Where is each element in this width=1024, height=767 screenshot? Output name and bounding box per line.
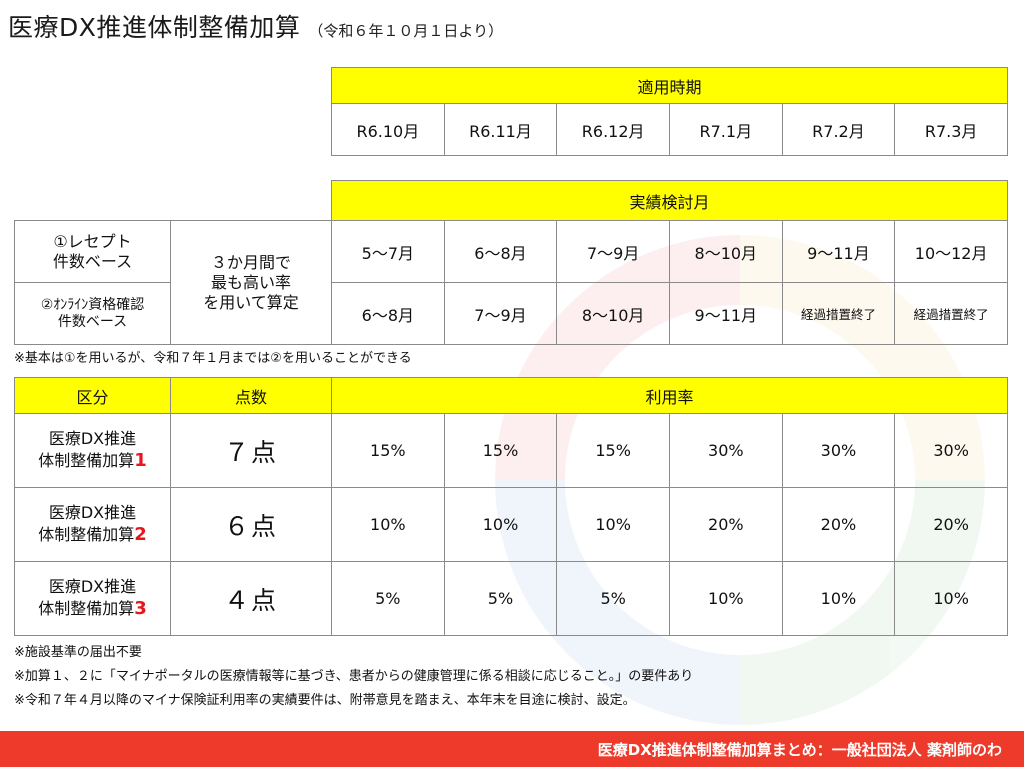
- page-title: 医療DX推進体制整備加算 （令和６年１０月１日より）: [8, 8, 503, 44]
- category-name: 医療DX推進 体制整備加算: [38, 502, 137, 545]
- rate-cell: 5%: [331, 561, 445, 636]
- rate-cell: 10%: [331, 487, 445, 562]
- category-cell: 医療DX推進 体制整備加算3: [14, 561, 171, 636]
- rate-cell: 10%: [556, 487, 670, 562]
- title-sub: （令和６年１０月１日より）: [308, 22, 504, 40]
- rate-cell: 20%: [668, 487, 783, 562]
- rate-cell: 30%: [781, 413, 896, 488]
- rate-cell: 10%: [894, 561, 1008, 636]
- rate-cell: 15%: [556, 413, 670, 488]
- title-main: 医療DX推進体制整備加算: [8, 13, 301, 42]
- rate-cell: 30%: [894, 413, 1008, 488]
- rate-cell: 20%: [894, 487, 1008, 562]
- review-month-cell: 8～10月: [556, 282, 670, 345]
- period-month-cell: R7.3月: [894, 103, 1008, 156]
- rate-cell: 5%: [443, 561, 558, 636]
- review-month-cell: 9～11月: [668, 282, 783, 345]
- period-month-cell: R7.1月: [668, 103, 783, 156]
- header-category: 区分: [14, 377, 171, 414]
- header-points: 点数: [170, 377, 332, 414]
- category-name: 医療DX推進 体制整備加算: [38, 428, 137, 471]
- category-name: 医療DX推進 体制整備加算: [38, 576, 137, 619]
- rate-cell: 10%: [668, 561, 783, 636]
- period-month-cell: R6.11月: [443, 103, 558, 156]
- note-basis: ※基本は①を用いるが、令和７年１月までは②を用いることができる: [14, 351, 412, 366]
- rate-cell: 10%: [443, 487, 558, 562]
- review-month-cell: 経過措置終了: [781, 282, 896, 345]
- period-month-cell: R6.12月: [556, 103, 670, 156]
- rate-cell: 20%: [781, 487, 896, 562]
- period-header: 適用時期: [331, 67, 1008, 104]
- rate-cell: 15%: [443, 413, 558, 488]
- category-number: 2: [134, 524, 147, 546]
- review-row-label: ②ｵﾝﾗｲﾝ資格確認 件数ベース: [14, 282, 171, 345]
- header-rate: 利用率: [331, 377, 1008, 414]
- period-month-cell: R6.10月: [331, 103, 445, 156]
- category-cell: 医療DX推進 体制整備加算1: [14, 413, 171, 488]
- basis-label: ３か月間で 最も高い率 を用いて算定: [170, 220, 332, 345]
- category-number: 1: [134, 450, 147, 472]
- period-month-cell: R7.2月: [781, 103, 896, 156]
- rate-cell: 30%: [668, 413, 783, 488]
- category-cell: 医療DX推進 体制整備加算2: [14, 487, 171, 562]
- points-value: ６点: [170, 487, 332, 562]
- review-row-label: ①レセプト 件数ベース: [14, 220, 171, 283]
- review-month-cell: 10～12月: [894, 220, 1008, 283]
- review-header: 実績検討月: [331, 180, 1008, 221]
- review-table: 実績検討月 ①レセプト 件数ベース ３か月間で 最も高い率 を用いて算定 5～7…: [14, 180, 1008, 345]
- review-month-cell: 5～7月: [331, 220, 445, 283]
- review-month-cell: 6～8月: [331, 282, 445, 345]
- points-value: ４点: [170, 561, 332, 636]
- review-month-cell: 8～10月: [668, 220, 783, 283]
- category-number: 3: [134, 598, 147, 620]
- review-month-cell: 7～9月: [443, 282, 558, 345]
- footer-text: 医療DX推進体制整備加算まとめ：一般社団法人 薬剤師のわ: [597, 741, 1002, 759]
- points-table: 区分 点数 利用率 医療DX推進 体制整備加算1 ７点 15% 15% 15% 30%…: [14, 377, 1008, 636]
- rate-cell: 15%: [331, 413, 445, 488]
- rate-cell: 10%: [781, 561, 896, 636]
- period-table: 適用時期 R6.10月 R6.11月 R6.12月 R7.1月 R7.2月 R7.3月: [331, 67, 1008, 156]
- note-no-filing: ※施設基準の届出不要: [14, 645, 142, 660]
- review-month-cell: 経過措置終了: [894, 282, 1008, 345]
- note-future: ※令和７年４月以降のマイナ保険証利用率の実績要件は、附帯意見を踏まえ、本年末を目…: [14, 693, 636, 708]
- note-requirement: ※加算１、２に「マイナポータルの医療情報等に基づき、患者からの健康管理に係る相談…: [14, 669, 694, 684]
- footer-bar: 医療DX推進体制整備加算まとめ：一般社団法人 薬剤師のわ: [0, 731, 1024, 767]
- review-month-cell: 7～9月: [556, 220, 670, 283]
- review-month-cell: 9～11月: [781, 220, 896, 283]
- points-value: ７点: [170, 413, 332, 488]
- rate-cell: 5%: [556, 561, 670, 636]
- review-month-cell: 6～8月: [443, 220, 558, 283]
